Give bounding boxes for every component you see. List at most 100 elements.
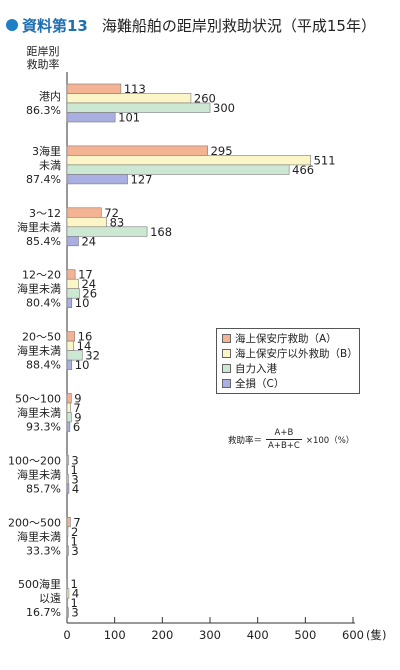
bar-value-label: 14 <box>77 339 92 353</box>
category-label: 16.7% <box>26 606 61 619</box>
legend-swatch-a <box>222 334 231 343</box>
rescue-rate-formula: 救助率＝ A+B A+B+C ×100（%） <box>228 428 354 451</box>
bar-value-label: 1 <box>70 534 77 548</box>
bar-value-label: 4 <box>72 587 79 601</box>
bar <box>66 421 71 432</box>
legend-swatch-b <box>222 349 231 358</box>
bar <box>66 526 69 537</box>
category-label: 未満 <box>39 159 61 172</box>
bar-value-label: 7 <box>73 515 80 529</box>
legend-label-c: 全損（C） <box>235 378 285 390</box>
category-label: 93.3% <box>26 421 61 434</box>
category-label: 海里未満 <box>17 406 61 420</box>
bar <box>66 217 107 228</box>
x-tick-label: 200 <box>151 628 173 642</box>
formula-numerator: A+B <box>274 428 294 438</box>
category-label: 海里未満 <box>17 467 61 481</box>
bar <box>66 269 76 280</box>
bar-value-label: 16 <box>78 330 93 344</box>
bar-value-label: 3 <box>71 544 78 558</box>
category-label: 50～100 <box>15 393 61 406</box>
bar-value-label: 17 <box>78 268 93 282</box>
formula-fraction: A+B A+B+C <box>266 428 302 451</box>
legend-swatch-self <box>222 364 231 373</box>
bar-value-label: 168 <box>150 225 172 239</box>
category-label: 33.3% <box>26 544 61 557</box>
category-label: 3海里 <box>32 144 61 158</box>
formula-prefix: 救助率＝ <box>228 435 263 446</box>
bar-value-label: 300 <box>213 101 235 115</box>
bar-value-label: 1 <box>70 463 77 477</box>
bar <box>66 474 69 485</box>
bar <box>66 607 69 618</box>
y-axis-title: 距岸別 <box>27 45 60 58</box>
bar-value-label: 3 <box>71 472 78 486</box>
x-tick-label: 300 <box>199 628 221 642</box>
bar-value-label: 83 <box>110 215 125 229</box>
bar <box>66 226 148 237</box>
category-label: 海里未満 <box>17 282 61 296</box>
bar-value-label: 3 <box>71 453 78 467</box>
bar <box>66 288 80 299</box>
category-label: 海里未満 <box>17 220 61 234</box>
formula-suffix: ×100（%） <box>305 435 355 446</box>
bar <box>66 545 69 556</box>
figure-number: 資料第13 <box>22 16 88 35</box>
bar-value-label: 7 <box>73 401 80 415</box>
bullet-dot-icon <box>6 19 18 31</box>
bar-value-label: 9 <box>74 411 81 425</box>
bar-value-label: 1 <box>70 577 77 591</box>
legend-item-a: 海上保安庁救助（A） <box>222 331 359 346</box>
bar-value-label: 4 <box>72 482 79 496</box>
x-tick-label: 400 <box>247 628 269 642</box>
bar <box>66 83 122 94</box>
category-label: 80.4% <box>26 297 61 310</box>
bar <box>66 393 72 404</box>
legend: 海上保安庁救助（A） 海上保安庁以外救助（B） 自力入港 全損（C） <box>216 328 360 394</box>
bar <box>66 516 71 528</box>
category-label: 港内 <box>39 89 61 103</box>
legend-label-b: 海上保安庁以外救助（B） <box>235 348 358 360</box>
legend-label-a: 海上保安庁救助（A） <box>235 333 337 345</box>
x-tick-label: 500 <box>294 628 316 642</box>
bar-value-label: 24 <box>81 277 96 291</box>
chart-header: 資料第13 海難船舶の距岸別救助状況（平成15年） <box>6 12 376 38</box>
y-axis-title: 救助率 <box>27 57 60 71</box>
category-label: 500海里 <box>18 577 61 591</box>
x-axis-unit: (隻) <box>366 628 386 642</box>
bar-value-label: 466 <box>292 163 314 177</box>
bar-value-label: 113 <box>124 82 146 96</box>
x-tick-label: 600 <box>342 628 364 642</box>
bar <box>66 331 75 342</box>
legend-item-self: 自力入港 <box>222 361 359 376</box>
bar-value-label: 10 <box>75 296 90 310</box>
bar <box>66 145 208 156</box>
bar-value-label: 26 <box>82 287 97 301</box>
category-label: 85.7% <box>26 482 61 495</box>
category-label: 86.3% <box>26 104 61 117</box>
bar-value-label: 260 <box>194 92 216 106</box>
x-tick-label: 100 <box>104 628 126 642</box>
bar <box>66 402 71 413</box>
category-label: 海里未満 <box>17 529 61 543</box>
bar <box>66 164 290 175</box>
category-label: 85.4% <box>26 235 61 248</box>
bar-value-label: 1 <box>70 596 77 610</box>
legend-item-c: 全損（C） <box>222 376 359 391</box>
bar-value-label: 3 <box>71 606 78 620</box>
bar-value-label: 6 <box>73 420 80 434</box>
category-label: 3～12 <box>29 207 61 220</box>
category-label: 200～500 <box>8 516 61 529</box>
bar-value-label: 2 <box>71 525 78 539</box>
bar <box>66 174 128 185</box>
bar <box>66 340 74 351</box>
bar <box>66 102 211 113</box>
legend-item-b: 海上保安庁以外救助（B） <box>222 346 359 361</box>
bar <box>66 93 192 104</box>
bar <box>66 112 116 123</box>
legend-label-self: 自力入港 <box>235 363 277 375</box>
category-label: 以遠 <box>39 592 61 605</box>
chart-title: 海難船舶の距岸別救助状況（平成15年） <box>101 16 376 35</box>
bar <box>66 455 69 466</box>
